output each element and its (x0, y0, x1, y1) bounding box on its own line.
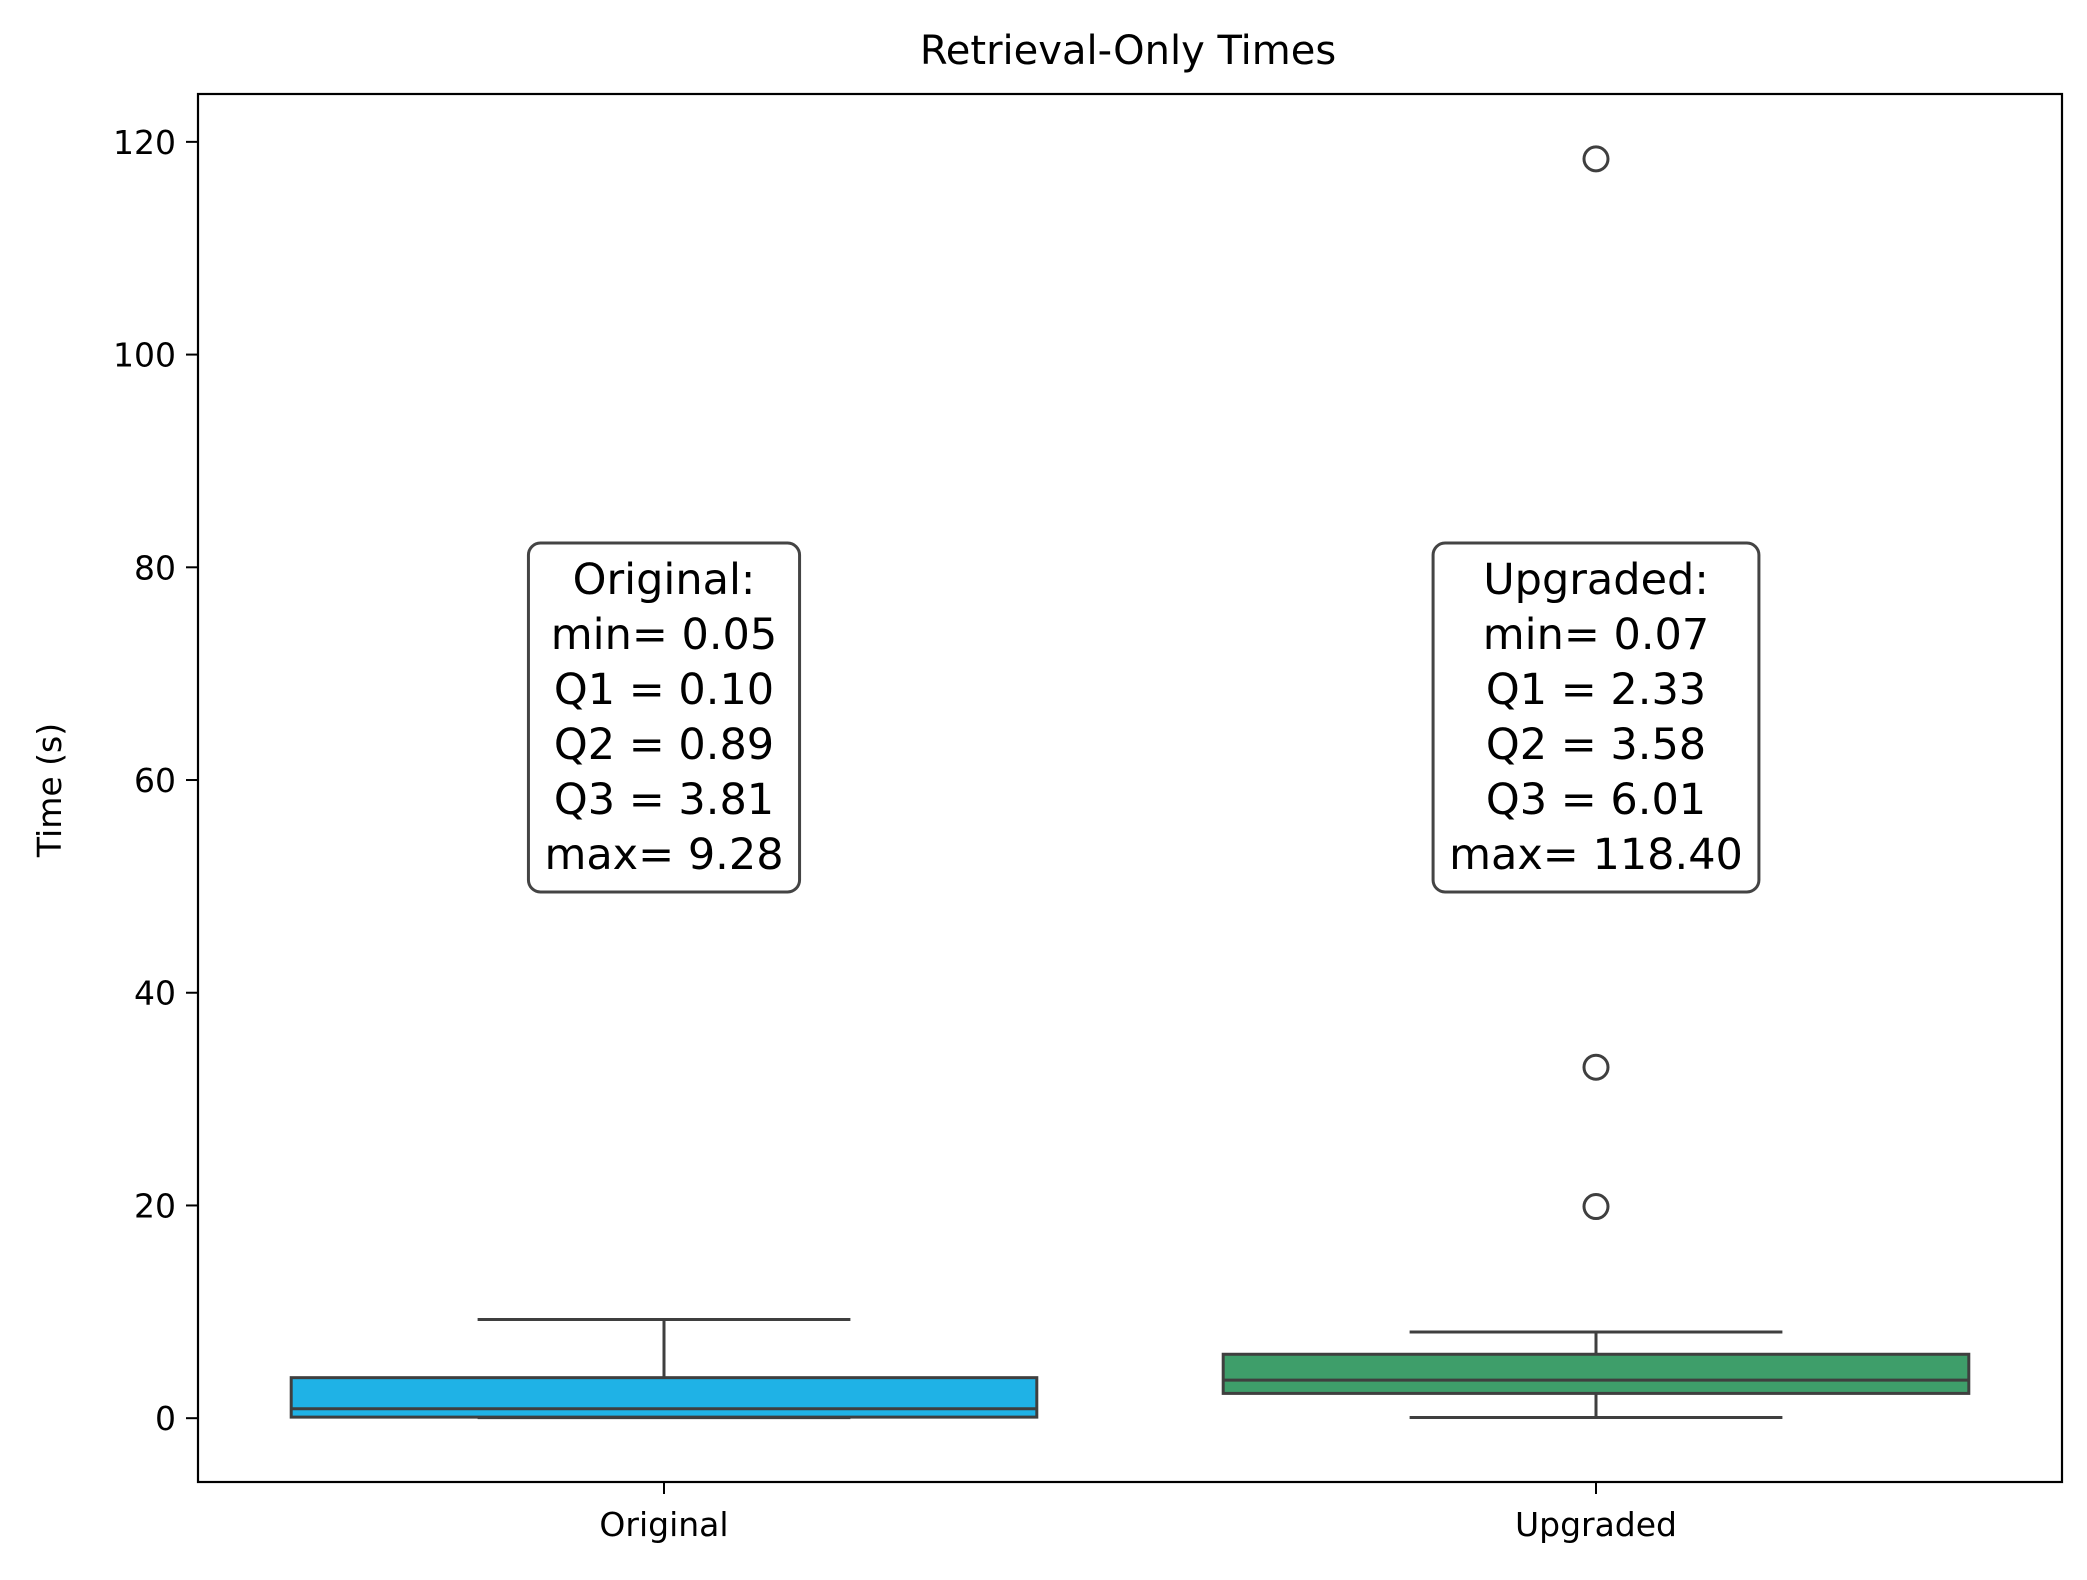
y-tick-label: 80 (134, 548, 176, 587)
plot-area: 0 20 40 60 80 100 120 Original Upgraded Original:… (113, 92, 2064, 1544)
outlier-point (1582, 145, 1610, 173)
stats-line: Q2 = 0.89 (554, 720, 774, 770)
outlier-point (1582, 1053, 1610, 1081)
plot-frame (196, 92, 2064, 1484)
stats-line: min= 0.07 (1483, 610, 1710, 660)
y-tick-label: 20 (134, 1186, 176, 1225)
stats-line: Upgraded: (1483, 555, 1709, 605)
stats-line: Q1 = 0.10 (554, 665, 774, 715)
stats-line: Original: (573, 555, 756, 605)
stats-box (1431, 541, 1761, 894)
stats-line: Q2 = 3.58 (1486, 720, 1706, 770)
box-iqr (1221, 1352, 1971, 1395)
x-tick-label: Upgraded (1515, 1505, 1677, 1544)
stats-line: max= 9.28 (544, 830, 783, 880)
box-iqr (289, 1376, 1039, 1419)
stats-line: Q3 = 3.81 (554, 775, 774, 825)
y-tick-label: 60 (134, 761, 176, 800)
outlier-point (1582, 1193, 1610, 1221)
y-tick-label: 0 (155, 1399, 176, 1438)
x-tick-label: Original (599, 1505, 728, 1544)
stats-line: max= 118.40 (1449, 830, 1743, 880)
chart-title: Retrieval-Only Times (920, 28, 1336, 74)
stats-box (526, 541, 802, 894)
box-group-original (289, 1317, 1039, 1420)
y-tick-label: 40 (134, 974, 176, 1013)
stats-line: Q1 = 2.33 (1486, 665, 1706, 715)
stats-line: Q3 = 6.01 (1486, 775, 1706, 825)
stats-line: min= 0.05 (551, 610, 778, 660)
y-tick-label: 120 (113, 123, 176, 162)
y-tick-label: 100 (113, 336, 176, 375)
box-group-upgraded (1221, 145, 1971, 1419)
y-axis-title: Time (s) (30, 723, 69, 858)
